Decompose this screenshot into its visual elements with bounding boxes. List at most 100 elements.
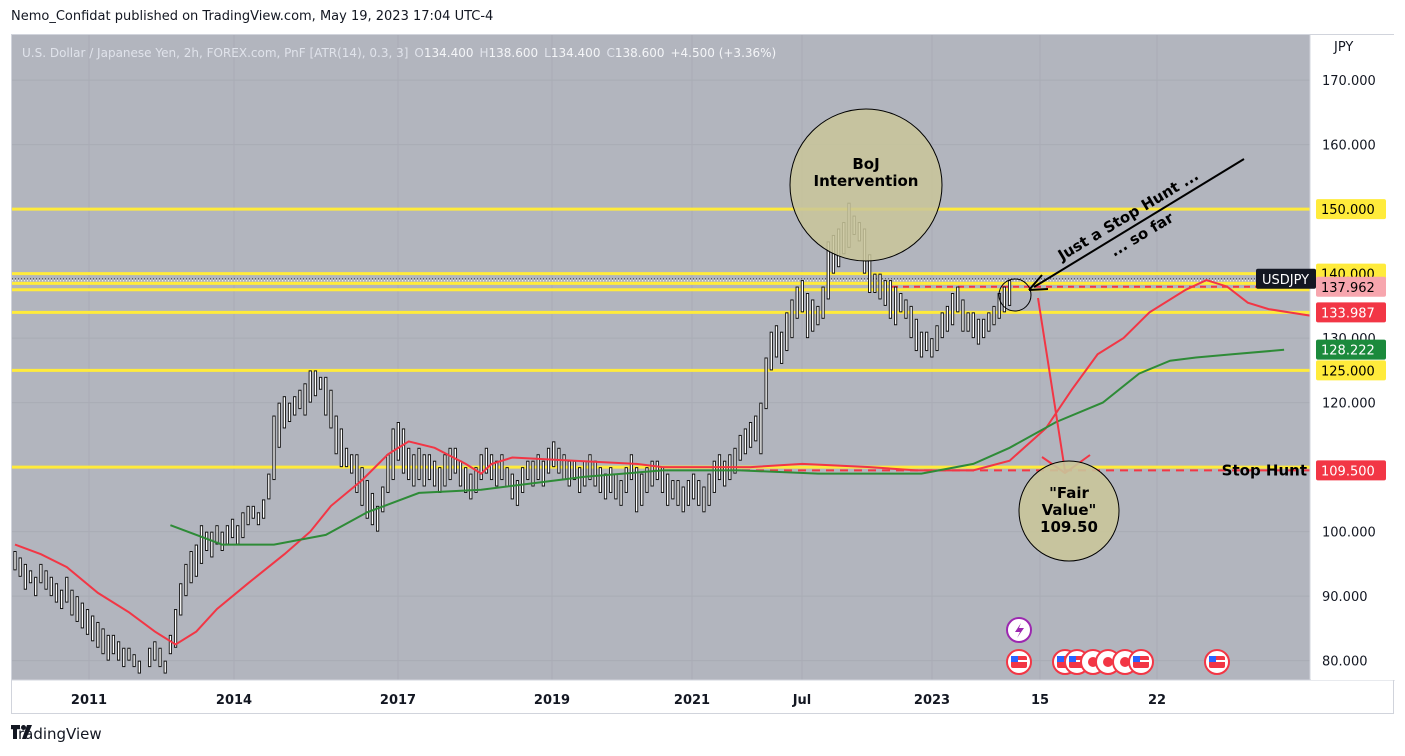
pnf-column bbox=[111, 634, 116, 655]
pnf-column bbox=[215, 525, 219, 545]
pnf-box-body bbox=[335, 416, 337, 454]
pnf-column bbox=[122, 647, 126, 668]
price-label-150.000[interactable]: 150.000 bbox=[1316, 199, 1386, 220]
pnf-column bbox=[44, 570, 48, 590]
pnf-box-body bbox=[677, 481, 679, 505]
pnf-box-body bbox=[211, 532, 213, 557]
pnf-column bbox=[210, 531, 214, 558]
pnf-column bbox=[417, 447, 421, 481]
pnf-box-body bbox=[889, 281, 892, 318]
pnf-column bbox=[878, 273, 882, 300]
pnf-column bbox=[619, 480, 623, 506]
pnf-box-body bbox=[666, 474, 669, 505]
us-flag-event-icon[interactable] bbox=[1006, 649, 1032, 675]
price-axis[interactable]: JPY80.00090.000100.000120.000130.000160.… bbox=[1256, 35, 1395, 680]
event-markers[interactable] bbox=[1006, 617, 1230, 675]
pnf-box-body bbox=[734, 448, 736, 473]
pnf-box-body bbox=[661, 468, 664, 492]
pnf-box-body bbox=[268, 474, 270, 499]
pnf-box-body bbox=[14, 552, 16, 570]
pnf-column bbox=[319, 376, 323, 390]
pnf-box-body bbox=[138, 661, 141, 673]
us-flag-event-icon[interactable] bbox=[1128, 649, 1154, 675]
pnf-column bbox=[106, 634, 110, 661]
pnf-column bbox=[702, 486, 706, 513]
chart-frame[interactable]: BoJ Intervention Just a Stop Hunt ...... s… bbox=[11, 34, 1395, 715]
pnf-column bbox=[251, 505, 255, 519]
fast-ma-line bbox=[14, 279, 1311, 646]
pnf-column bbox=[60, 589, 64, 610]
pnf-column bbox=[961, 299, 965, 332]
legend-c-label: C bbox=[606, 46, 614, 60]
tradingview-logo-icon bbox=[11, 725, 32, 739]
pnf-box-body bbox=[330, 390, 332, 428]
us-flag-event-icon[interactable] bbox=[1204, 649, 1230, 675]
price-label-109.500[interactable]: 109.500 bbox=[1316, 460, 1386, 481]
stop-hunt-circle bbox=[998, 278, 1032, 312]
pnf-box-body bbox=[578, 468, 581, 492]
stop-hunt-arrow-line bbox=[1033, 158, 1245, 288]
pnf-box-body bbox=[910, 306, 912, 338]
pnf-box-body bbox=[112, 635, 115, 654]
pnf-box-body bbox=[45, 571, 47, 589]
pnf-box-body bbox=[449, 448, 451, 480]
symbol-tag[interactable]: USDJPY bbox=[1256, 268, 1316, 289]
pnf-column bbox=[34, 576, 38, 597]
flag-stripe-white bbox=[1011, 660, 1027, 662]
pnf-box-body bbox=[257, 513, 260, 525]
pnf-box-body bbox=[884, 281, 886, 305]
pnf-box-body bbox=[496, 461, 498, 486]
pnf-box-body bbox=[760, 403, 762, 454]
pnf-column bbox=[75, 596, 79, 622]
pnf-column bbox=[816, 305, 820, 326]
pnf-box-body bbox=[40, 564, 42, 583]
pnf-box-body bbox=[749, 423, 752, 447]
pnf-column bbox=[277, 402, 281, 448]
pnf-box-body bbox=[1008, 281, 1011, 305]
pnf-column bbox=[324, 376, 328, 416]
pnf-column bbox=[609, 467, 613, 493]
pnf-box-body bbox=[366, 481, 368, 518]
pnf-column bbox=[443, 454, 447, 487]
pnf-box-body bbox=[931, 339, 933, 357]
pnf-column bbox=[624, 467, 628, 493]
pnf-box-body bbox=[521, 468, 524, 492]
pnf-column bbox=[629, 454, 634, 481]
price-label-box bbox=[1316, 360, 1386, 381]
pnf-box-body bbox=[796, 287, 798, 318]
pnf-box-body bbox=[542, 461, 545, 486]
pnf-column bbox=[899, 293, 903, 313]
pnf-box-body bbox=[672, 481, 674, 499]
pnf-box-body bbox=[817, 306, 819, 325]
pnf-box-body bbox=[485, 448, 488, 473]
pnf-box-body bbox=[128, 648, 130, 660]
lightning-event-icon[interactable] bbox=[1006, 617, 1032, 643]
pnf-column bbox=[671, 480, 675, 500]
pnf-column bbox=[184, 563, 188, 597]
price-label-125.000[interactable]: 125.000 bbox=[1316, 360, 1386, 381]
price-label-128.222[interactable]: 128.222 bbox=[1316, 339, 1386, 360]
pnf-box-body bbox=[252, 506, 254, 518]
flag-canton bbox=[1057, 656, 1064, 662]
pnf-box-body bbox=[195, 545, 197, 576]
pnf-column bbox=[888, 280, 893, 319]
pnf-box-body bbox=[50, 577, 52, 596]
pnf-box-body bbox=[475, 468, 477, 492]
pnf-column bbox=[945, 305, 949, 332]
pnf-box-body bbox=[247, 506, 249, 525]
pnf-box-body bbox=[589, 455, 591, 480]
pnf-box-body bbox=[723, 461, 726, 486]
price-label-137.962[interactable]: 137.962 bbox=[1316, 276, 1386, 297]
pnf-column bbox=[85, 609, 90, 635]
pnf-box-body bbox=[433, 461, 436, 486]
fair-value-line1: "Fair bbox=[1049, 484, 1089, 502]
time-axis[interactable]: 2011 2014 2017 2019 2021 Jul 2023 15 22 bbox=[71, 693, 1166, 708]
pnf-column bbox=[733, 447, 737, 474]
pnf-column bbox=[552, 441, 556, 468]
pnf-column bbox=[697, 480, 701, 506]
price-tick-label: 120.000 bbox=[1322, 397, 1376, 412]
pnf-box-body bbox=[159, 648, 161, 667]
price-label-133.987[interactable]: 133.987 bbox=[1316, 302, 1386, 323]
boj-circle bbox=[789, 108, 943, 262]
